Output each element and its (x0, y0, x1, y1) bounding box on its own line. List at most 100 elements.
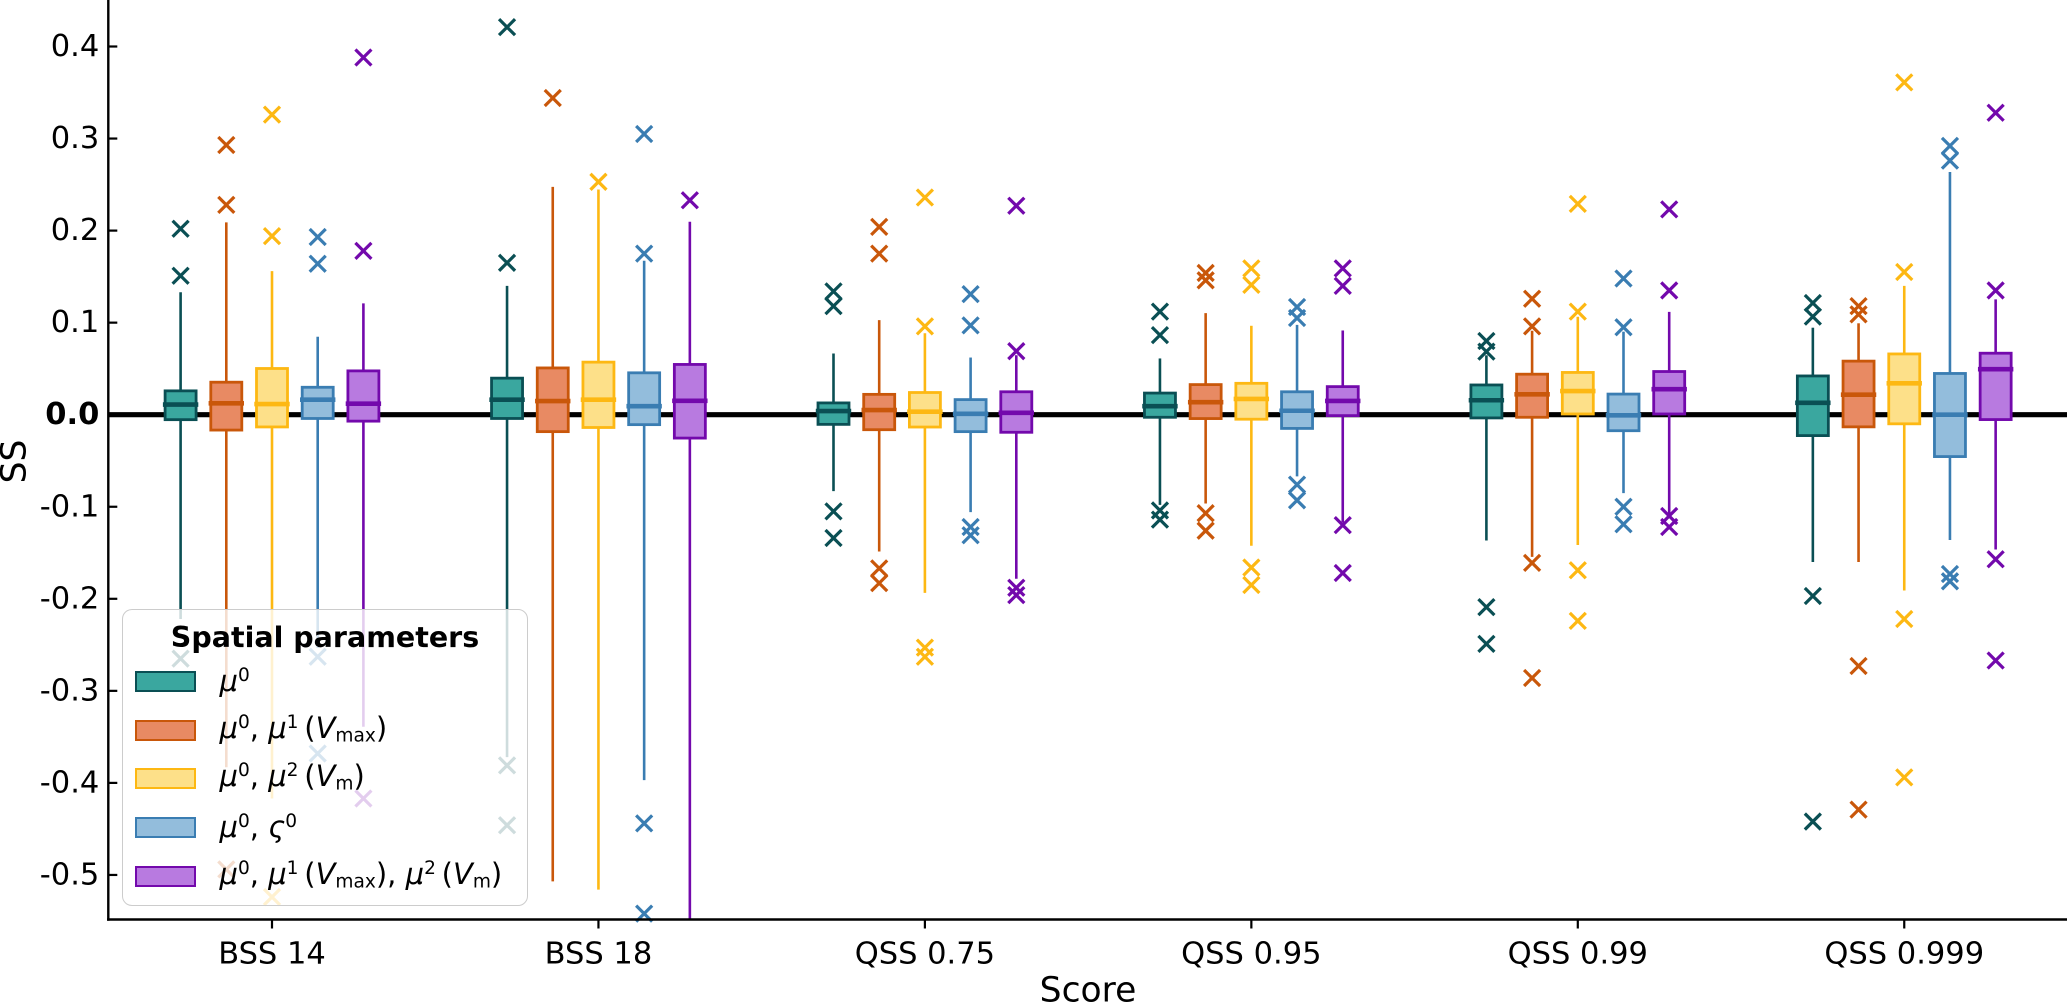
outlier-marker (915, 317, 935, 336)
box-group-s0-c2 (815, 282, 852, 548)
outlier-marker (1196, 271, 1215, 290)
outlier-marker (1522, 317, 1542, 336)
box-group-s4-c3 (1325, 259, 1361, 583)
legend-swatch-3 (135, 816, 196, 838)
outlier-marker (824, 528, 843, 548)
outlier-marker (1522, 289, 1542, 308)
outlier-marker (1986, 651, 2005, 670)
box-group-s1-c2 (861, 217, 897, 593)
outlier-marker (635, 244, 654, 263)
outlier-marker (1196, 263, 1215, 283)
legend-swatch-4 (135, 865, 196, 887)
outlier-marker (1849, 800, 1868, 819)
outlier-marker (217, 135, 236, 155)
outlier-marker (354, 48, 373, 67)
x-axis-title: Score (1040, 971, 1137, 1003)
outlier-marker (1986, 281, 2005, 300)
outlier-marker (824, 502, 843, 521)
outlier-marker (1007, 585, 1026, 605)
outlier-marker (1287, 308, 1307, 328)
y-tick-label: -0.5 (40, 857, 100, 892)
box-group-s0-c0 (162, 219, 199, 668)
outlier-marker (543, 88, 562, 108)
box-group-s0-c4 (1468, 331, 1505, 654)
outlier-marker (1803, 812, 1822, 831)
legend-item-0: μ0 (135, 666, 250, 695)
box-iqr (581, 360, 616, 429)
outlier-marker (1849, 656, 1868, 676)
outlier-marker (1333, 276, 1352, 295)
outlier-marker (1196, 504, 1215, 523)
outlier-marker (635, 814, 654, 833)
y-tick-label: -0.1 (40, 489, 100, 524)
outlier-marker (870, 574, 889, 593)
outlier-marker (1242, 575, 1261, 595)
outlier-marker (1242, 558, 1261, 577)
box-group-s4-c4 (1651, 200, 1687, 537)
box-group-s0-c3 (1142, 302, 1178, 529)
box-group-s3-c4 (1605, 269, 1642, 534)
outlier-marker (1568, 611, 1587, 631)
legend-item-4: μ0, μ1 (Vmax), μ2 (Vm) (135, 859, 502, 891)
y-tick-label: -0.3 (40, 673, 100, 708)
outlier-marker (915, 647, 935, 666)
outlier-marker (1940, 572, 1960, 591)
outlier-marker (1940, 136, 1960, 156)
outlier-marker (1895, 73, 1914, 92)
outlier-marker (1150, 510, 1170, 529)
outlier-marker (1150, 325, 1170, 345)
outlier-marker (635, 124, 654, 144)
outlier-marker (171, 219, 190, 238)
outlier-marker (1614, 318, 1633, 337)
outlier-marker (1522, 668, 1542, 688)
outlier-marker (870, 244, 889, 263)
outlier-marker (1895, 768, 1914, 787)
outlier-marker (824, 296, 843, 316)
outlier-marker (961, 316, 980, 335)
box-group-s1-c5 (1840, 296, 1877, 819)
outlier-marker (680, 191, 699, 210)
legend: Spatial parameters μ0 μ0, μ1 (Vmax) μ0, μ2… (122, 608, 528, 906)
outlier-marker (1287, 491, 1307, 510)
box-iqr (1652, 370, 1687, 416)
outlier-marker (1242, 275, 1261, 295)
box-group-s3-c2 (952, 284, 989, 545)
box-group-s4-c0 (345, 48, 382, 808)
box-iqr (1978, 351, 2013, 421)
box-group-s2-c2 (907, 188, 943, 666)
outlier-marker (1895, 609, 1914, 629)
outlier-marker (1803, 293, 1822, 313)
legend-swatch-0 (135, 670, 196, 692)
outlier-marker (217, 195, 236, 214)
box-iqr (816, 401, 851, 426)
box-group-s1-c1 (535, 88, 571, 882)
outlier-marker (1986, 550, 2005, 569)
outlier-marker (961, 284, 980, 304)
x-tick-label: QSS 0.75 (855, 937, 995, 972)
y-tick-label: 0.3 (51, 121, 100, 156)
outlier-marker (1568, 194, 1587, 214)
legend-item-3: μ0, ς0 (135, 812, 297, 841)
legend-item-1: μ0, μ1 (Vmax) (135, 713, 387, 745)
outlier-marker (870, 559, 889, 578)
outlier-marker (1477, 342, 1496, 361)
outlier-marker (1849, 296, 1868, 316)
box-iqr (209, 380, 244, 432)
box-group-s4-c5 (1977, 103, 2014, 670)
outlier-marker (1660, 517, 1679, 537)
legend-swatch-1 (135, 719, 196, 741)
y-tick-label: -0.2 (40, 581, 100, 616)
box-iqr (1887, 352, 1922, 426)
outlier-marker (915, 188, 935, 207)
outlier-marker (961, 526, 980, 545)
outlier-marker (1333, 259, 1352, 278)
outlier-marker (961, 517, 980, 537)
box-group-s1-c3 (1187, 263, 1224, 540)
box-group-s2-c3 (1233, 259, 1270, 595)
outlier-marker (1568, 302, 1587, 321)
y-tick-label: 0.1 (51, 305, 100, 340)
outlier-marker (1007, 196, 1026, 215)
box-group-s1-c4 (1514, 289, 1550, 688)
box-iqr (627, 371, 662, 427)
